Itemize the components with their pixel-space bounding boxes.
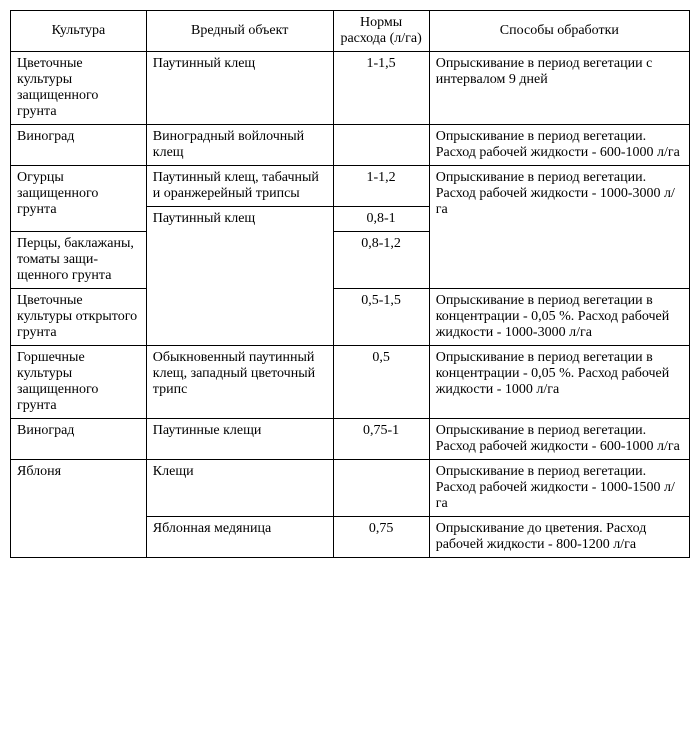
cell-rate: 0,5	[333, 346, 429, 419]
cell-method: Опрыскивание в период вегетации в концен…	[429, 289, 689, 346]
cell-rate: 0,75	[333, 517, 429, 558]
cell-pest: Обыкновенный паутинный клещ, западный цв…	[146, 346, 333, 419]
cell-pest: Яблонная медяница	[146, 517, 333, 558]
cell-culture: Виноград	[11, 125, 147, 166]
cell-culture: Виноград	[11, 419, 147, 460]
cell-rate: 1-1,5	[333, 52, 429, 125]
cell-method: Опрыскивание в период вегетации. Расход …	[429, 419, 689, 460]
cell-culture: Цветочные культуры открытого грунта	[11, 289, 147, 346]
cell-rate: 0,75-1	[333, 419, 429, 460]
pesticide-usage-table: Культура Вредный объект Нормы расхода (л…	[10, 10, 690, 558]
cell-culture: Горшечные культуры защищенного грунта	[11, 346, 147, 419]
cell-method: Опрыскивание в период вегетации в концен…	[429, 346, 689, 419]
cell-method: Опрыскивание до цветения. Расход рабочей…	[429, 517, 689, 558]
table-row: Яблоня Клещи Опрыскивание в период вегет…	[11, 460, 690, 517]
cell-method: Опрыскивание в период вегетации. Расход …	[429, 125, 689, 166]
cell-method: Опрыскивание в период вегетации. Расход …	[429, 166, 689, 289]
table-header-row: Культура Вредный объект Нормы расхода (л…	[11, 11, 690, 52]
header-method: Способы обработки	[429, 11, 689, 52]
cell-pest: Клещи	[146, 460, 333, 517]
header-pest: Вредный объект	[146, 11, 333, 52]
table-row: Виноград Виноградный войлочный клещ Опры…	[11, 125, 690, 166]
cell-rate	[333, 460, 429, 517]
cell-rate: 0,8-1	[333, 207, 429, 232]
cell-pest: Паутинный клещ, табачный и оранжерейный …	[146, 166, 333, 207]
cell-rate: 0,8-1,2	[333, 232, 429, 289]
cell-method: Опрыскивание в период вегетации. Расход …	[429, 460, 689, 517]
table-row: Цветочные культуры защищенного грунта Па…	[11, 52, 690, 125]
cell-rate	[333, 125, 429, 166]
cell-culture: Яблоня	[11, 460, 147, 558]
header-culture: Культура	[11, 11, 147, 52]
cell-culture: Огурцы защищенного грунта	[11, 166, 147, 232]
table-row: Цветочные культуры открытого грунта 0,5-…	[11, 289, 690, 346]
cell-pest: Виноградный войлочный клещ	[146, 125, 333, 166]
header-rate: Нормы расхода (л/га)	[333, 11, 429, 52]
cell-rate: 0,5-1,5	[333, 289, 429, 346]
cell-culture: Цветочные культуры защищенного грунта	[11, 52, 147, 125]
cell-pest: Паутинный клещ	[146, 207, 333, 346]
table-row: Виноград Паутинные клещи 0,75-1 Опрыскив…	[11, 419, 690, 460]
table-row: Огурцы защищенного грунта Паутинный клещ…	[11, 166, 690, 207]
cell-method: Опрыскивание в период вегетации с интерв…	[429, 52, 689, 125]
table-row: Горшечные культуры защищенного грунта Об…	[11, 346, 690, 419]
cell-pest: Паутинные клещи	[146, 419, 333, 460]
cell-pest: Паутинный клещ	[146, 52, 333, 125]
cell-rate: 1-1,2	[333, 166, 429, 207]
cell-culture: Перцы, баклажаны, томаты защи­щенного гр…	[11, 232, 147, 289]
